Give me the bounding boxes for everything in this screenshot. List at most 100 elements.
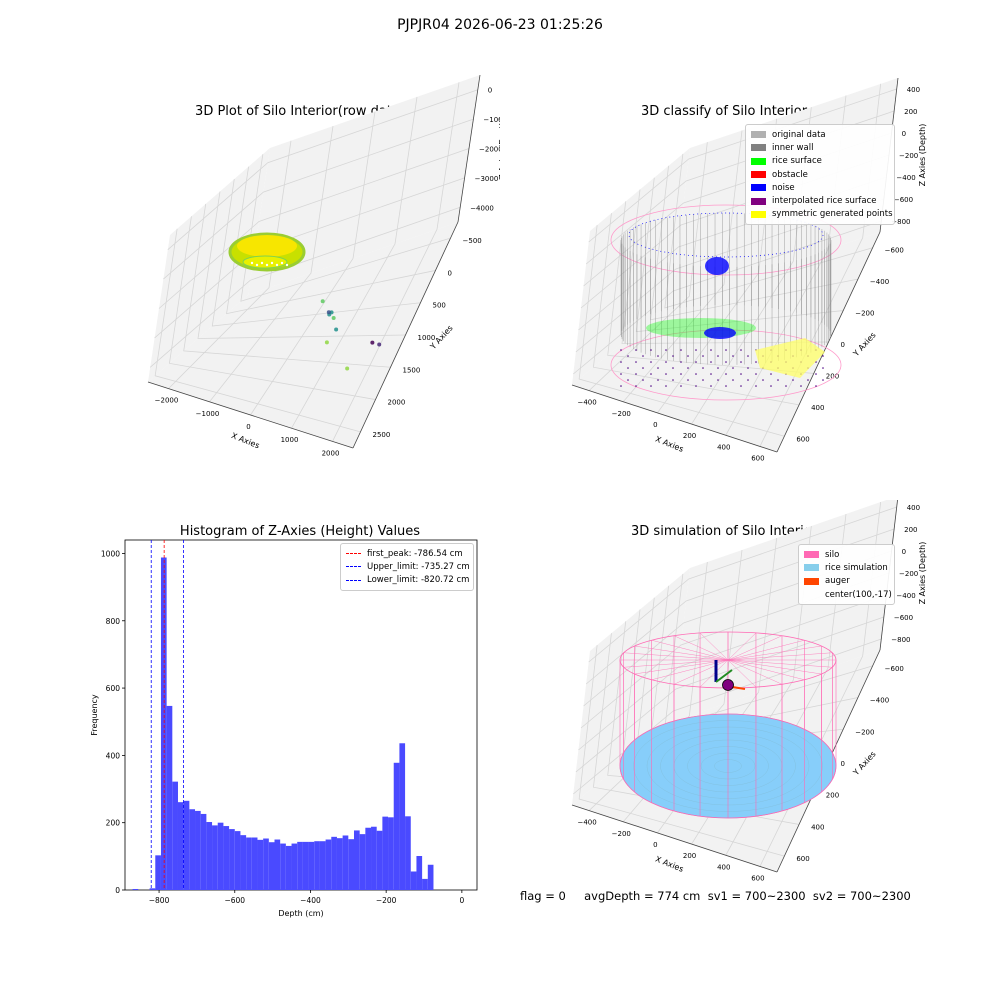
legend-line [346,553,361,555]
x-gridline [332,82,460,442]
histogram-bar [427,864,434,890]
histogram-bar [410,871,417,890]
interpolated-point [755,385,757,387]
noise-ring [628,212,824,258]
legend-label: original data [772,129,826,140]
interpolated-point [620,385,622,387]
silo-roof-wire [727,635,783,661]
y-gridline [607,201,814,374]
y-gridline [211,179,421,327]
ring-gap-point [270,261,274,265]
x-axis-line [571,804,778,873]
interpolated-point [815,373,817,375]
z-tick-label: −200 [899,570,918,578]
x-tick-label: 2000 [322,449,340,457]
silo-roof-wire [634,659,729,675]
histogram-bar [382,816,389,890]
interpolated-point [665,349,667,351]
interpolated-point [755,373,757,375]
interpolated-point [747,355,749,357]
z-gridline [158,148,470,309]
z-tick-label: 200 [904,108,917,116]
interpolated-point [725,349,727,351]
silo-roof-wire [673,635,729,661]
y-axis-line [776,231,881,453]
x-tick-label: 200 [683,432,696,440]
x-tick-label: −800 [149,896,170,905]
histogram-bar [416,856,423,890]
y-gridline [183,203,391,368]
ring-gap-point [265,263,269,267]
interpolated-point [822,367,824,369]
legend-label: rice simulation [825,562,888,573]
legend-item: noise [751,181,889,194]
y-tick-label: 1500 [403,366,421,374]
histogram-bar [336,838,343,890]
interpolated-point [695,361,697,363]
histogram-legend: first_peak: -786.54 cm Upper_limit: -735… [340,543,474,591]
y-axis-label: Y Axies [851,331,878,359]
histogram-bar [376,830,383,890]
legend-item: Upper_limit: -735.27 cm [346,560,470,573]
z-gridline [578,594,887,751]
silo-roof-wire [727,640,805,661]
histogram-bar [353,830,360,890]
x-tick-label: 400 [717,443,730,451]
x-axis-label: Depth (cm) [278,909,323,918]
interpolated-point [635,349,637,351]
x-axis-line [147,381,354,449]
x-axis-label: X Axies [230,431,261,450]
histogram-bar [212,825,218,890]
y-gridline [168,216,376,400]
interpolated-point [620,349,622,351]
z-tick-label: −3000 [475,175,499,183]
x-tick-label: 400 [717,863,730,871]
interpolated-point [665,385,667,387]
x-tick-label: 600 [751,874,764,882]
interpolated-point [755,361,757,363]
z-tick-label: 200 [904,526,917,534]
legend-item: inner wall [751,141,889,154]
y-tick-label: 0 [841,341,845,349]
silo-roof-wire [727,659,833,668]
auger-arm [715,669,733,683]
z-axis-label: Z Axies (Depth) [498,117,500,180]
silo-roof-wire [699,632,729,661]
interpolated-point [665,361,667,363]
legend-line [346,579,361,581]
y-tick-label: 1000 [101,549,120,558]
y-tick-label: −400 [870,278,889,286]
y-axis-label: Y Axies [851,750,878,778]
x-tick-label: −400 [577,819,596,827]
y-tick-label: 600 [796,435,809,443]
interpolated-point [747,379,749,381]
interpolated-point [635,385,637,387]
silo-roof-wire [699,659,729,688]
y-tick-label: −200 [855,310,874,318]
y-tick-label: 0 [841,760,845,768]
silo-roof-wire [727,659,805,680]
ring-gap-point [280,261,284,265]
interpolated-point [717,367,719,369]
legend-swatch [804,564,819,572]
histogram-bar [365,827,372,890]
outlier-point [370,340,375,345]
x-gridline [209,126,334,403]
interpolated-point [725,361,727,363]
classify-legend: original data inner wall rice surface ob… [745,124,895,226]
interpolated-point [657,379,659,381]
interpolated-point [792,379,794,381]
interpolated-point [627,355,629,357]
silo-roof-wire [727,659,783,685]
interpolated-point [725,385,727,387]
y-tick-label: 2000 [388,399,406,407]
z-tick-label: −400 [896,592,915,600]
legend-item: first_peak: -786.54 cm [346,547,468,560]
histogram-bar [297,841,303,890]
legend-swatch [751,157,766,165]
z-gridline [163,118,474,280]
ring-gap-point [275,263,279,267]
classify-3d-plot: −400 −200 0 200 400 600 −600 −400 −200 0 200 400 600… [571,77,927,462]
histogram-bar [229,829,235,890]
y-tick-label: −400 [870,697,889,705]
